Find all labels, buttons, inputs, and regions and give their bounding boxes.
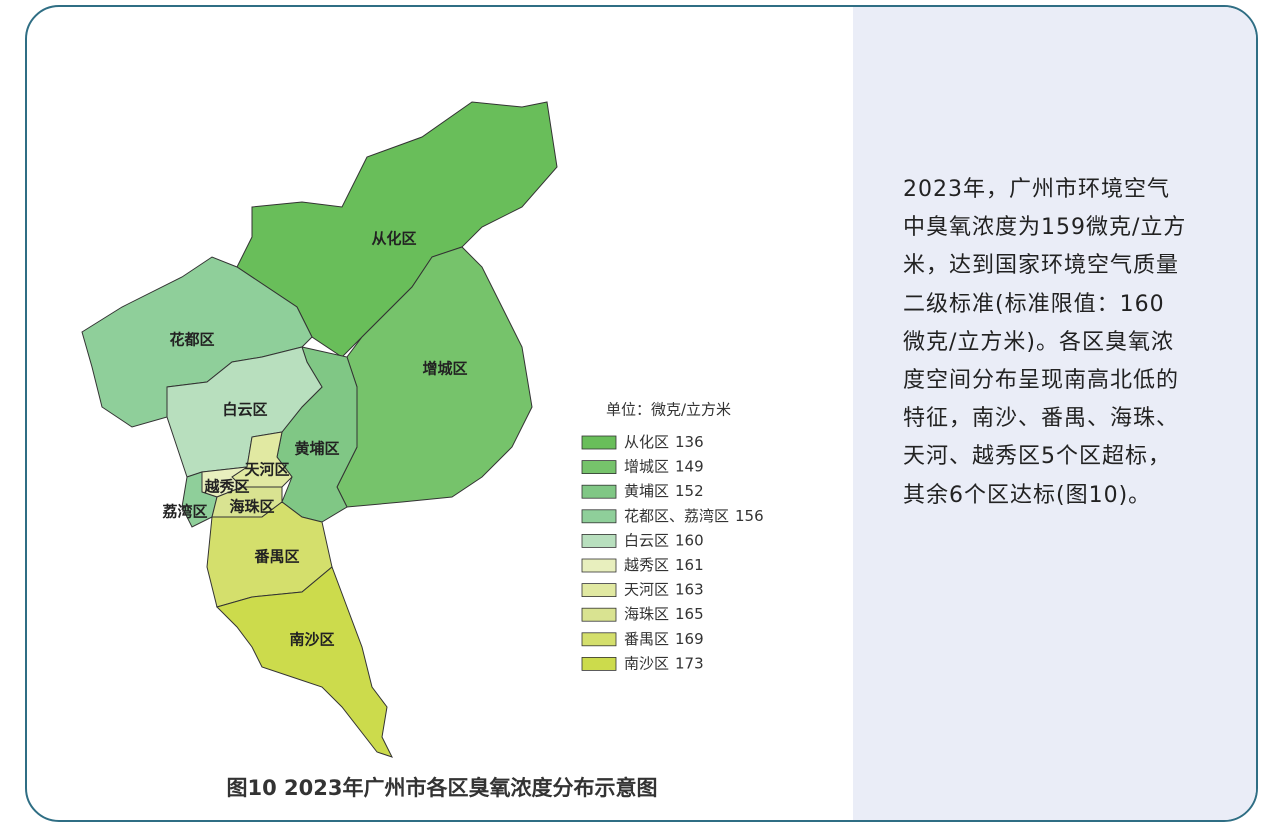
region (336, 246, 533, 508)
description-line: 其余6个区达标(图10)。 (903, 482, 1152, 508)
region (166, 346, 323, 478)
description-line: 中臭氧浓度为159微克/立方 (903, 215, 1187, 241)
legend-value: 173 (675, 654, 704, 672)
description-line: 二级标准(标准限值：160 (903, 291, 1165, 317)
legend-entry: 南沙区 173 (624, 654, 704, 672)
legend-value: 169 (675, 629, 704, 647)
description-line: 2023年，广州市环境空气 (903, 177, 1170, 202)
description-line: 微克/立方米)。各区臭氧浓 (903, 329, 1174, 355)
legend-value: 165 (675, 605, 704, 623)
legend-value: 152 (675, 482, 704, 500)
legend-swatch (581, 657, 617, 671)
region (216, 566, 393, 758)
region-label: 越秀区 (203, 478, 249, 496)
region-label: 增城区 (422, 360, 467, 378)
region-label: 白云区 (222, 401, 267, 419)
region-label: 花都区 (169, 331, 214, 349)
legend-swatch (581, 484, 617, 499)
legend-label: 番禺区 (624, 629, 669, 647)
legend-entry: 从化区 136 (624, 433, 704, 451)
region-label: 黄埔区 (294, 440, 339, 458)
legend-label: 南沙区 (624, 654, 669, 672)
description-line: 特征，南沙、番禺、海珠、 (903, 406, 1180, 432)
legend-swatch (581, 460, 617, 475)
legend-label: 越秀区 (624, 556, 669, 574)
legend-entry: 增城区 149 (624, 457, 704, 475)
legend-entry: 番禺区 169 (624, 629, 704, 647)
legend-entry: 越秀区 161 (624, 556, 704, 574)
legend-label: 从化区 (624, 433, 669, 451)
legend-unit: 单位：微克/立方米 (606, 401, 731, 419)
legend-label: 天河区 (624, 580, 669, 598)
legend-entry: 黄埔区 152 (624, 482, 704, 500)
legend-entry: 白云区 160 (624, 531, 704, 549)
region-label: 天河区 (244, 461, 289, 479)
legend-swatch (581, 632, 617, 647)
legend-entry: 天河区 163 (624, 580, 704, 598)
region-label: 从化区 (371, 230, 416, 248)
legend-value: 163 (675, 580, 704, 598)
description: 2023年，广州市环境空气 中臭氧浓度为159微克/立方 米，达到国家环境空气质量二… (903, 171, 1186, 515)
caption: 图10 2023年广州市各区臭氧浓度分布示意图 (227, 776, 658, 800)
legend-swatch (581, 558, 617, 573)
legend-value: 156 (735, 506, 764, 524)
legend-value: 149 (675, 457, 704, 475)
card: 从化区 增城区 黄埔区 花都区 白云区 天河区 越秀区 荔湾区 海珠区 番禺区 南沙区 单位：微克/… (25, 5, 1258, 822)
legend-label: 白云区 (624, 531, 669, 549)
description-line: 天河、越秀区5个区超标， (903, 444, 1171, 470)
legend-swatch (581, 607, 617, 622)
description-line: 度空间分布呈现南高北低的 (903, 368, 1180, 394)
side-panel: 2023年，广州市环境空气 中臭氧浓度为159微克/立方 米，达到国家环境空气质量二… (853, 7, 1256, 820)
description-line: 米，达到国家环境空气质量 (903, 253, 1180, 279)
legend-value: 160 (675, 531, 704, 549)
legend-entry: 花都区、荔湾区 156 (624, 506, 764, 524)
legend-swatch (581, 435, 617, 450)
legend-value: 136 (675, 433, 704, 451)
region-label: 番禺区 (253, 548, 299, 566)
legend-value: 161 (675, 556, 704, 574)
legend-label: 花都区、荔湾区 (624, 506, 729, 524)
legend-swatch (581, 534, 617, 548)
region-label: 荔湾区 (162, 503, 207, 521)
region-label: 海珠区 (229, 498, 274, 516)
legend-swatch (581, 583, 617, 597)
legend-swatch (581, 509, 617, 524)
legend-label: 海珠区 (624, 605, 669, 623)
legend-label: 增城区 (624, 457, 669, 475)
legend-label: 黄埔区 (624, 482, 669, 500)
legend-entry: 海珠区 165 (624, 605, 704, 623)
region-label: 南沙区 (289, 631, 334, 649)
